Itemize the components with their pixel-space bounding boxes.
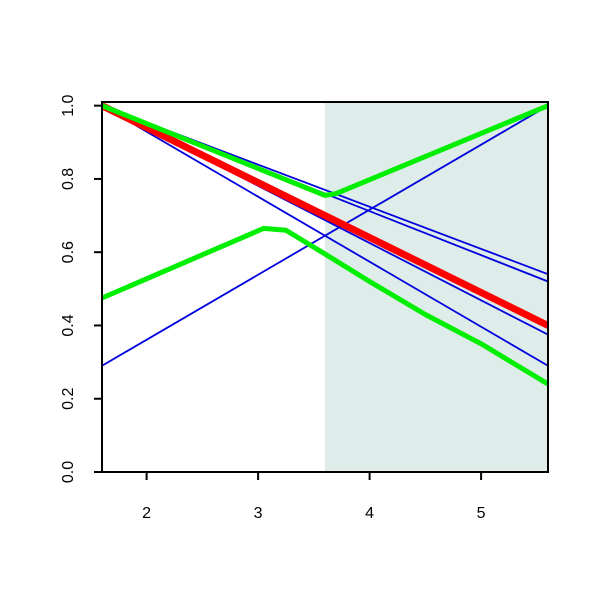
x-tick-label: 5 — [477, 505, 486, 522]
y-tick-label: 0.0 — [60, 461, 77, 483]
y-tick-label: 0.2 — [60, 388, 77, 410]
x-tick-label: 3 — [254, 505, 263, 522]
y-tick-label: 0.4 — [60, 314, 77, 336]
line — [102, 104, 548, 367]
x-tick-label: 4 — [365, 505, 374, 522]
line — [102, 102, 548, 329]
line — [102, 225, 548, 387]
y-tick-label: 0.6 — [60, 241, 77, 263]
line — [102, 103, 548, 198]
y-tick-label: 0.8 — [60, 168, 77, 190]
plot-frame — [101, 101, 549, 473]
x-tick-label: 2 — [142, 505, 151, 522]
y-tick-label: 1.0 — [60, 94, 77, 116]
shaded-region — [325, 102, 548, 472]
